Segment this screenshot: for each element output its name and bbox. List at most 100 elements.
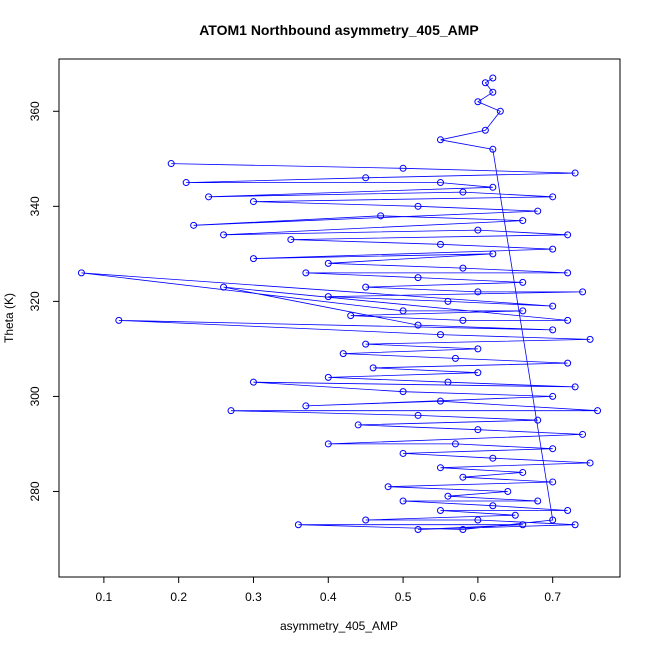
data-point xyxy=(564,231,572,239)
data-point xyxy=(549,445,557,453)
data-point xyxy=(504,487,512,495)
data-point xyxy=(294,521,302,529)
data-point xyxy=(459,188,467,196)
data-point xyxy=(534,416,542,424)
data-point xyxy=(339,350,347,358)
data-point xyxy=(564,506,572,514)
x-tick-label: 0.6 xyxy=(470,590,487,604)
data-point xyxy=(459,473,467,481)
data-point xyxy=(227,407,235,415)
y-tick-label: 320 xyxy=(28,291,42,311)
data-point xyxy=(436,136,444,144)
data-point xyxy=(287,236,295,244)
data-point xyxy=(511,511,519,519)
data-point xyxy=(436,240,444,248)
data-point xyxy=(324,440,332,448)
y-axis: 280 300 320 340 360 xyxy=(28,101,59,501)
data-point xyxy=(324,259,332,267)
data-point xyxy=(205,193,213,201)
data-point xyxy=(414,411,422,419)
data-point xyxy=(489,183,497,191)
data-point xyxy=(436,506,444,514)
data-point xyxy=(362,340,370,348)
data-point xyxy=(302,269,310,277)
data-point xyxy=(481,126,489,134)
data-point xyxy=(369,364,377,372)
data-point xyxy=(489,88,497,96)
data-point xyxy=(414,321,422,329)
data-point xyxy=(549,326,557,334)
data-point xyxy=(414,274,422,282)
data-point xyxy=(489,145,497,153)
chart-title: ATOM1 Northbound asymmetry_405_AMP xyxy=(199,22,479,38)
x-axis-label: asymmetry_405_AMP xyxy=(280,619,398,633)
data-point xyxy=(549,193,557,201)
data-point xyxy=(324,373,332,381)
data-point xyxy=(167,160,175,168)
data-point xyxy=(549,245,557,253)
data-point xyxy=(474,426,482,434)
data-point xyxy=(579,288,587,296)
data-point xyxy=(474,98,482,106)
data-point xyxy=(481,79,489,87)
data-point xyxy=(399,449,407,457)
x-tick-label: 0.1 xyxy=(96,590,113,604)
data-point xyxy=(444,492,452,500)
x-tick-label: 0.5 xyxy=(395,590,412,604)
data-point xyxy=(474,345,482,353)
x-tick-label: 0.3 xyxy=(245,590,262,604)
data-point xyxy=(586,459,594,467)
data-point xyxy=(436,464,444,472)
data-point xyxy=(362,516,370,524)
data-point xyxy=(362,174,370,182)
data-point xyxy=(549,516,557,524)
data-point xyxy=(77,269,85,277)
x-tick-label: 0.2 xyxy=(170,590,187,604)
data-point xyxy=(399,307,407,315)
data-point xyxy=(324,293,332,301)
plot-frame xyxy=(58,58,621,578)
data-point xyxy=(436,331,444,339)
data-point xyxy=(384,483,392,491)
data-point xyxy=(347,312,355,320)
data-point xyxy=(571,383,579,391)
data-point xyxy=(519,307,527,315)
data-point xyxy=(414,202,422,210)
data-point xyxy=(436,397,444,405)
data-point xyxy=(564,359,572,367)
data-point xyxy=(377,212,385,220)
data-point xyxy=(534,497,542,505)
data-point xyxy=(474,226,482,234)
x-axis: 0.1 0.2 0.3 0.4 0.5 0.6 0.7 xyxy=(96,577,561,604)
x-tick-label: 0.4 xyxy=(320,590,337,604)
data-point xyxy=(444,378,452,386)
data-point xyxy=(519,217,527,225)
data-point xyxy=(190,221,198,229)
data-point xyxy=(549,392,557,400)
data-point xyxy=(399,388,407,396)
data-point xyxy=(474,369,482,377)
y-tick-label: 300 xyxy=(28,386,42,406)
y-tick-label: 280 xyxy=(28,481,42,501)
y-tick-label: 340 xyxy=(28,196,42,216)
data-point xyxy=(519,521,527,529)
data-point xyxy=(459,525,467,533)
data-point xyxy=(496,107,504,115)
data-point xyxy=(249,255,257,263)
data-point xyxy=(302,402,310,410)
data-point xyxy=(459,316,467,324)
data-point xyxy=(451,354,459,362)
data-point xyxy=(489,74,497,82)
series-lines xyxy=(81,77,598,530)
data-point xyxy=(459,264,467,272)
data-point xyxy=(362,283,370,291)
data-point xyxy=(579,430,587,438)
data-point xyxy=(489,502,497,510)
data-point xyxy=(549,302,557,310)
data-point xyxy=(489,250,497,258)
data-point xyxy=(249,378,257,386)
y-axis-label: Theta (K) xyxy=(2,293,16,343)
data-point xyxy=(571,169,579,177)
data-point xyxy=(594,407,602,415)
